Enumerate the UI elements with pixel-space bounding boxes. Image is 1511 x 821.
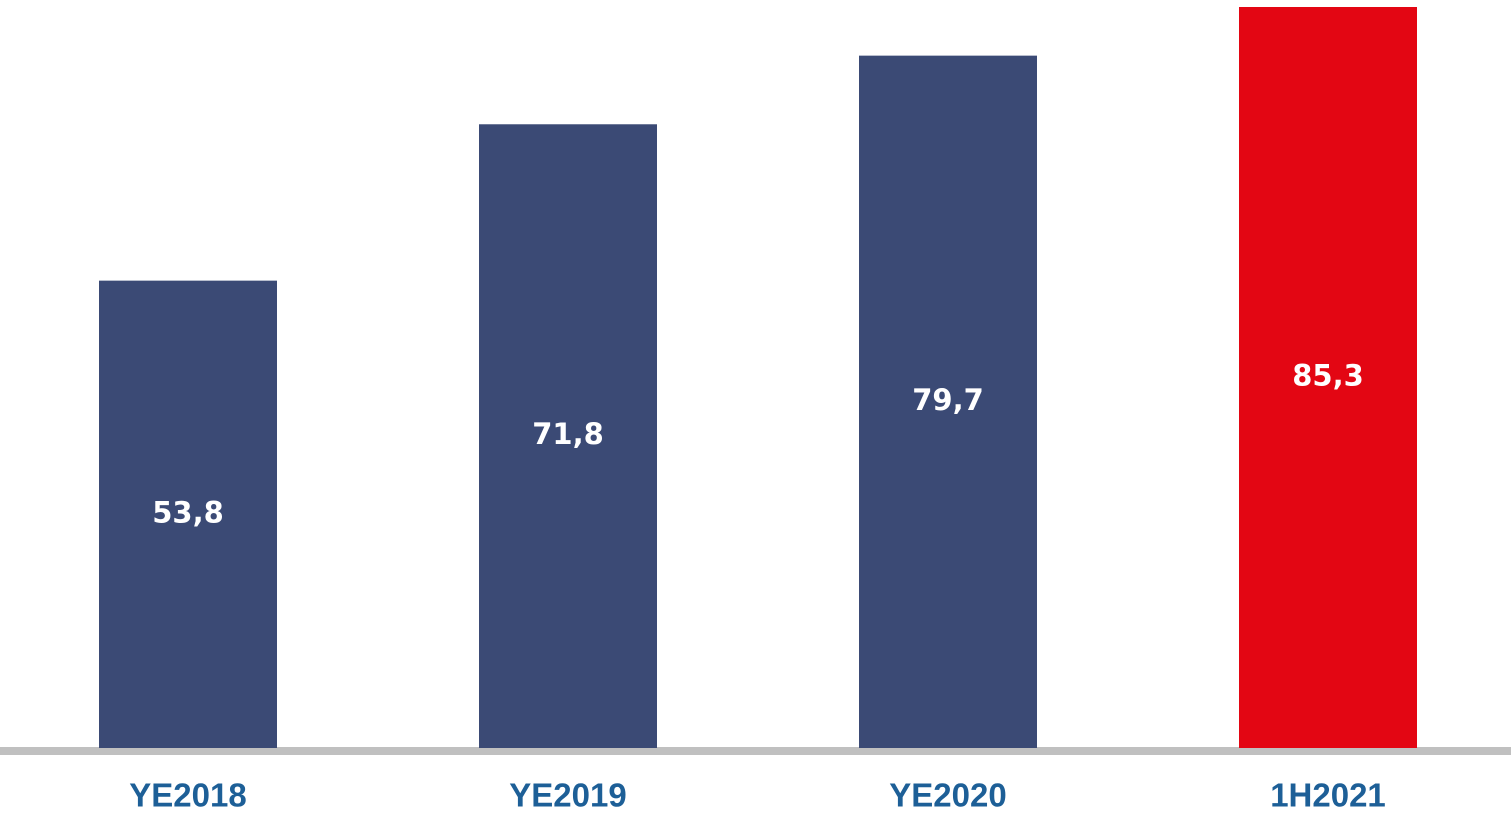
bar	[1239, 7, 1417, 748]
x-tick-label: YE2019	[509, 777, 626, 814]
value-label: 53,8	[152, 495, 224, 529]
value-label: 85,3	[1292, 359, 1364, 393]
bar	[99, 280, 277, 748]
bar	[859, 55, 1037, 748]
baseline	[0, 747, 1511, 755]
x-tick-label: 1H2021	[1270, 777, 1386, 814]
bar	[479, 124, 657, 749]
value-label: 79,7	[912, 383, 984, 417]
value-label: 71,8	[532, 417, 604, 451]
x-tick-label: YE2020	[889, 777, 1006, 814]
x-tick-label: YE2018	[129, 777, 246, 814]
